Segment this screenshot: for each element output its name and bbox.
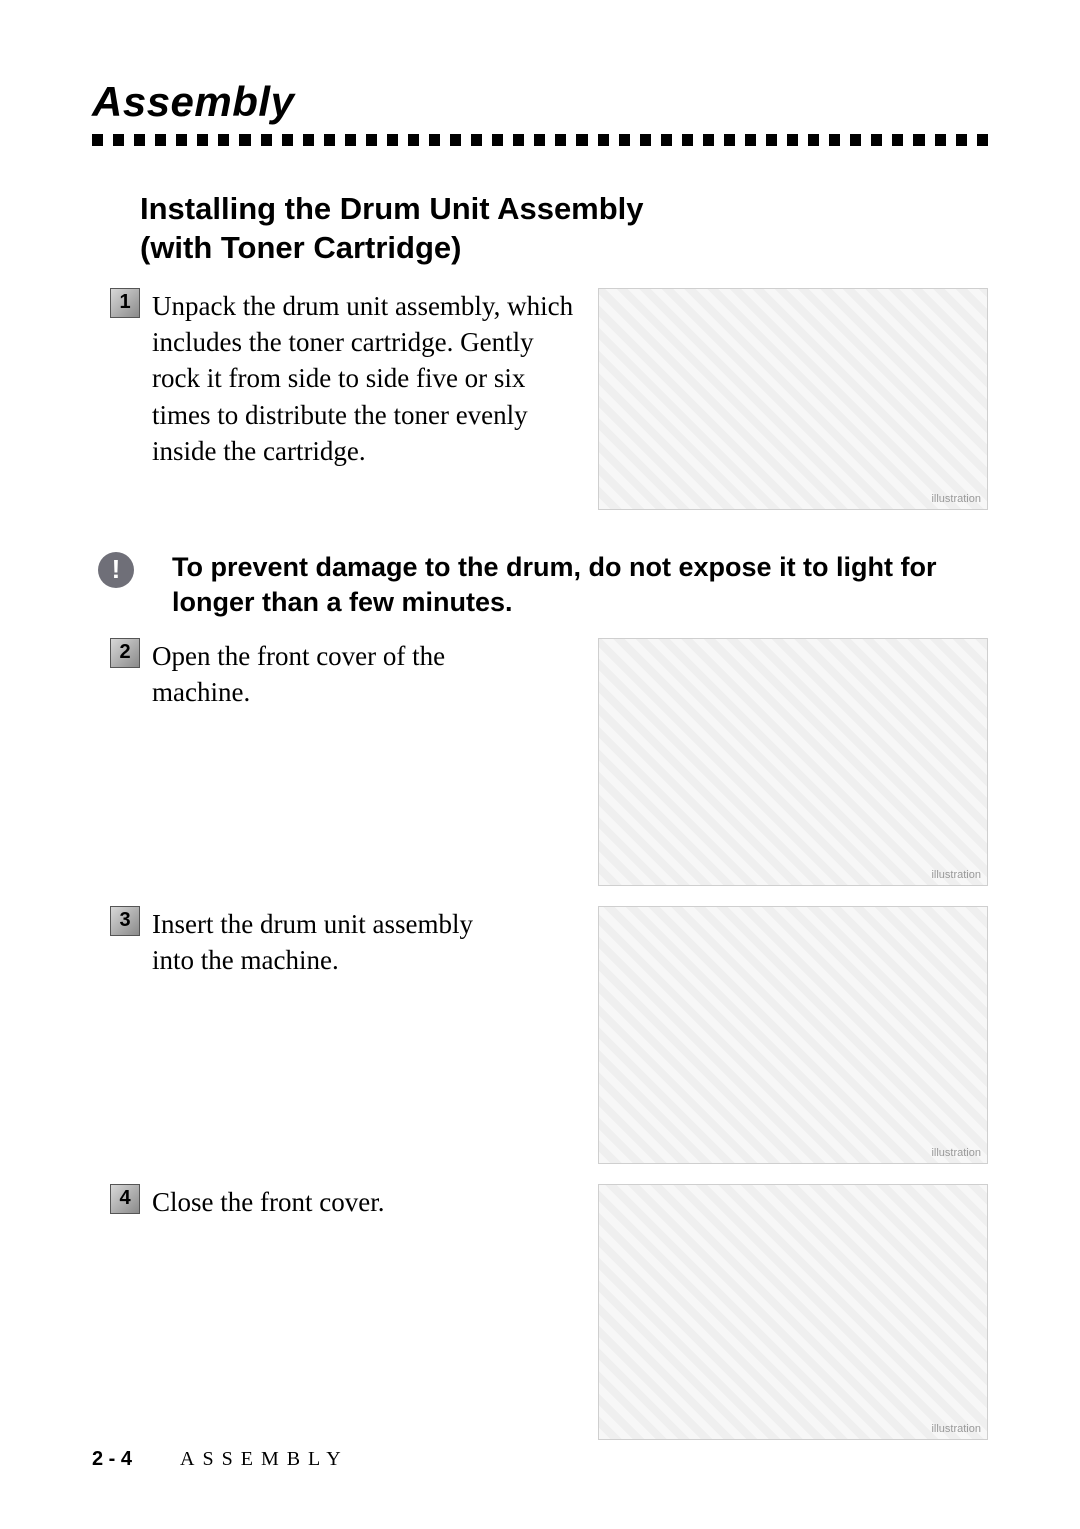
step-text: Unpack the drum unit assembly, which inc…: [140, 288, 580, 470]
figure-3: illustration: [598, 906, 988, 1164]
step-number-col: 2: [92, 638, 140, 668]
footer: 2 - 4 ASSEMBLY: [92, 1448, 349, 1471]
figure-col: illustration: [598, 906, 988, 1164]
dotted-rule: [92, 134, 988, 148]
figure-label: illustration: [931, 493, 981, 505]
step-text: Close the front cover.: [140, 1184, 384, 1220]
step-1: 1 Unpack the drum unit assembly, which i…: [92, 288, 988, 510]
figure-2: illustration: [598, 638, 988, 886]
step-text: Insert the drum unit assembly into the m…: [140, 906, 520, 979]
footer-section-name: ASSEMBLY: [180, 1448, 349, 1471]
page: Assembly Installing the Drum Unit Assemb…: [0, 0, 1080, 1529]
figure-1: illustration: [598, 288, 988, 510]
step-text: Open the front cover of the machine.: [140, 638, 500, 711]
step-number-box: 1: [110, 288, 140, 318]
step-number-col: 1: [92, 288, 140, 318]
figure-label: illustration: [931, 1423, 981, 1435]
step-number-box: 4: [110, 1184, 140, 1214]
warning-row: ! To prevent damage to the drum, do not …: [92, 550, 988, 620]
warning-icon: !: [98, 552, 134, 588]
figure-col: illustration: [598, 638, 988, 886]
sub-heading: Installing the Drum Unit Assembly (with …: [140, 190, 700, 268]
step-number-col: 3: [92, 906, 140, 936]
warning-text: To prevent damage to the drum, do not ex…: [172, 550, 962, 620]
step-number-box: 2: [110, 638, 140, 668]
footer-page-number: 2 - 4: [92, 1448, 132, 1471]
step-4: 4 Close the front cover. illustration: [92, 1184, 988, 1440]
step-number-col: 4: [92, 1184, 140, 1214]
section-title: Assembly: [92, 78, 988, 126]
step-number-box: 3: [110, 906, 140, 936]
figure-label: illustration: [931, 1147, 981, 1159]
figure-col: illustration: [598, 1184, 988, 1440]
figure-4: illustration: [598, 1184, 988, 1440]
figure-col: illustration: [598, 288, 988, 510]
figure-label: illustration: [931, 869, 981, 881]
step-3: 3 Insert the drum unit assembly into the…: [92, 906, 988, 1164]
step-2: 2 Open the front cover of the machine. i…: [92, 638, 988, 886]
